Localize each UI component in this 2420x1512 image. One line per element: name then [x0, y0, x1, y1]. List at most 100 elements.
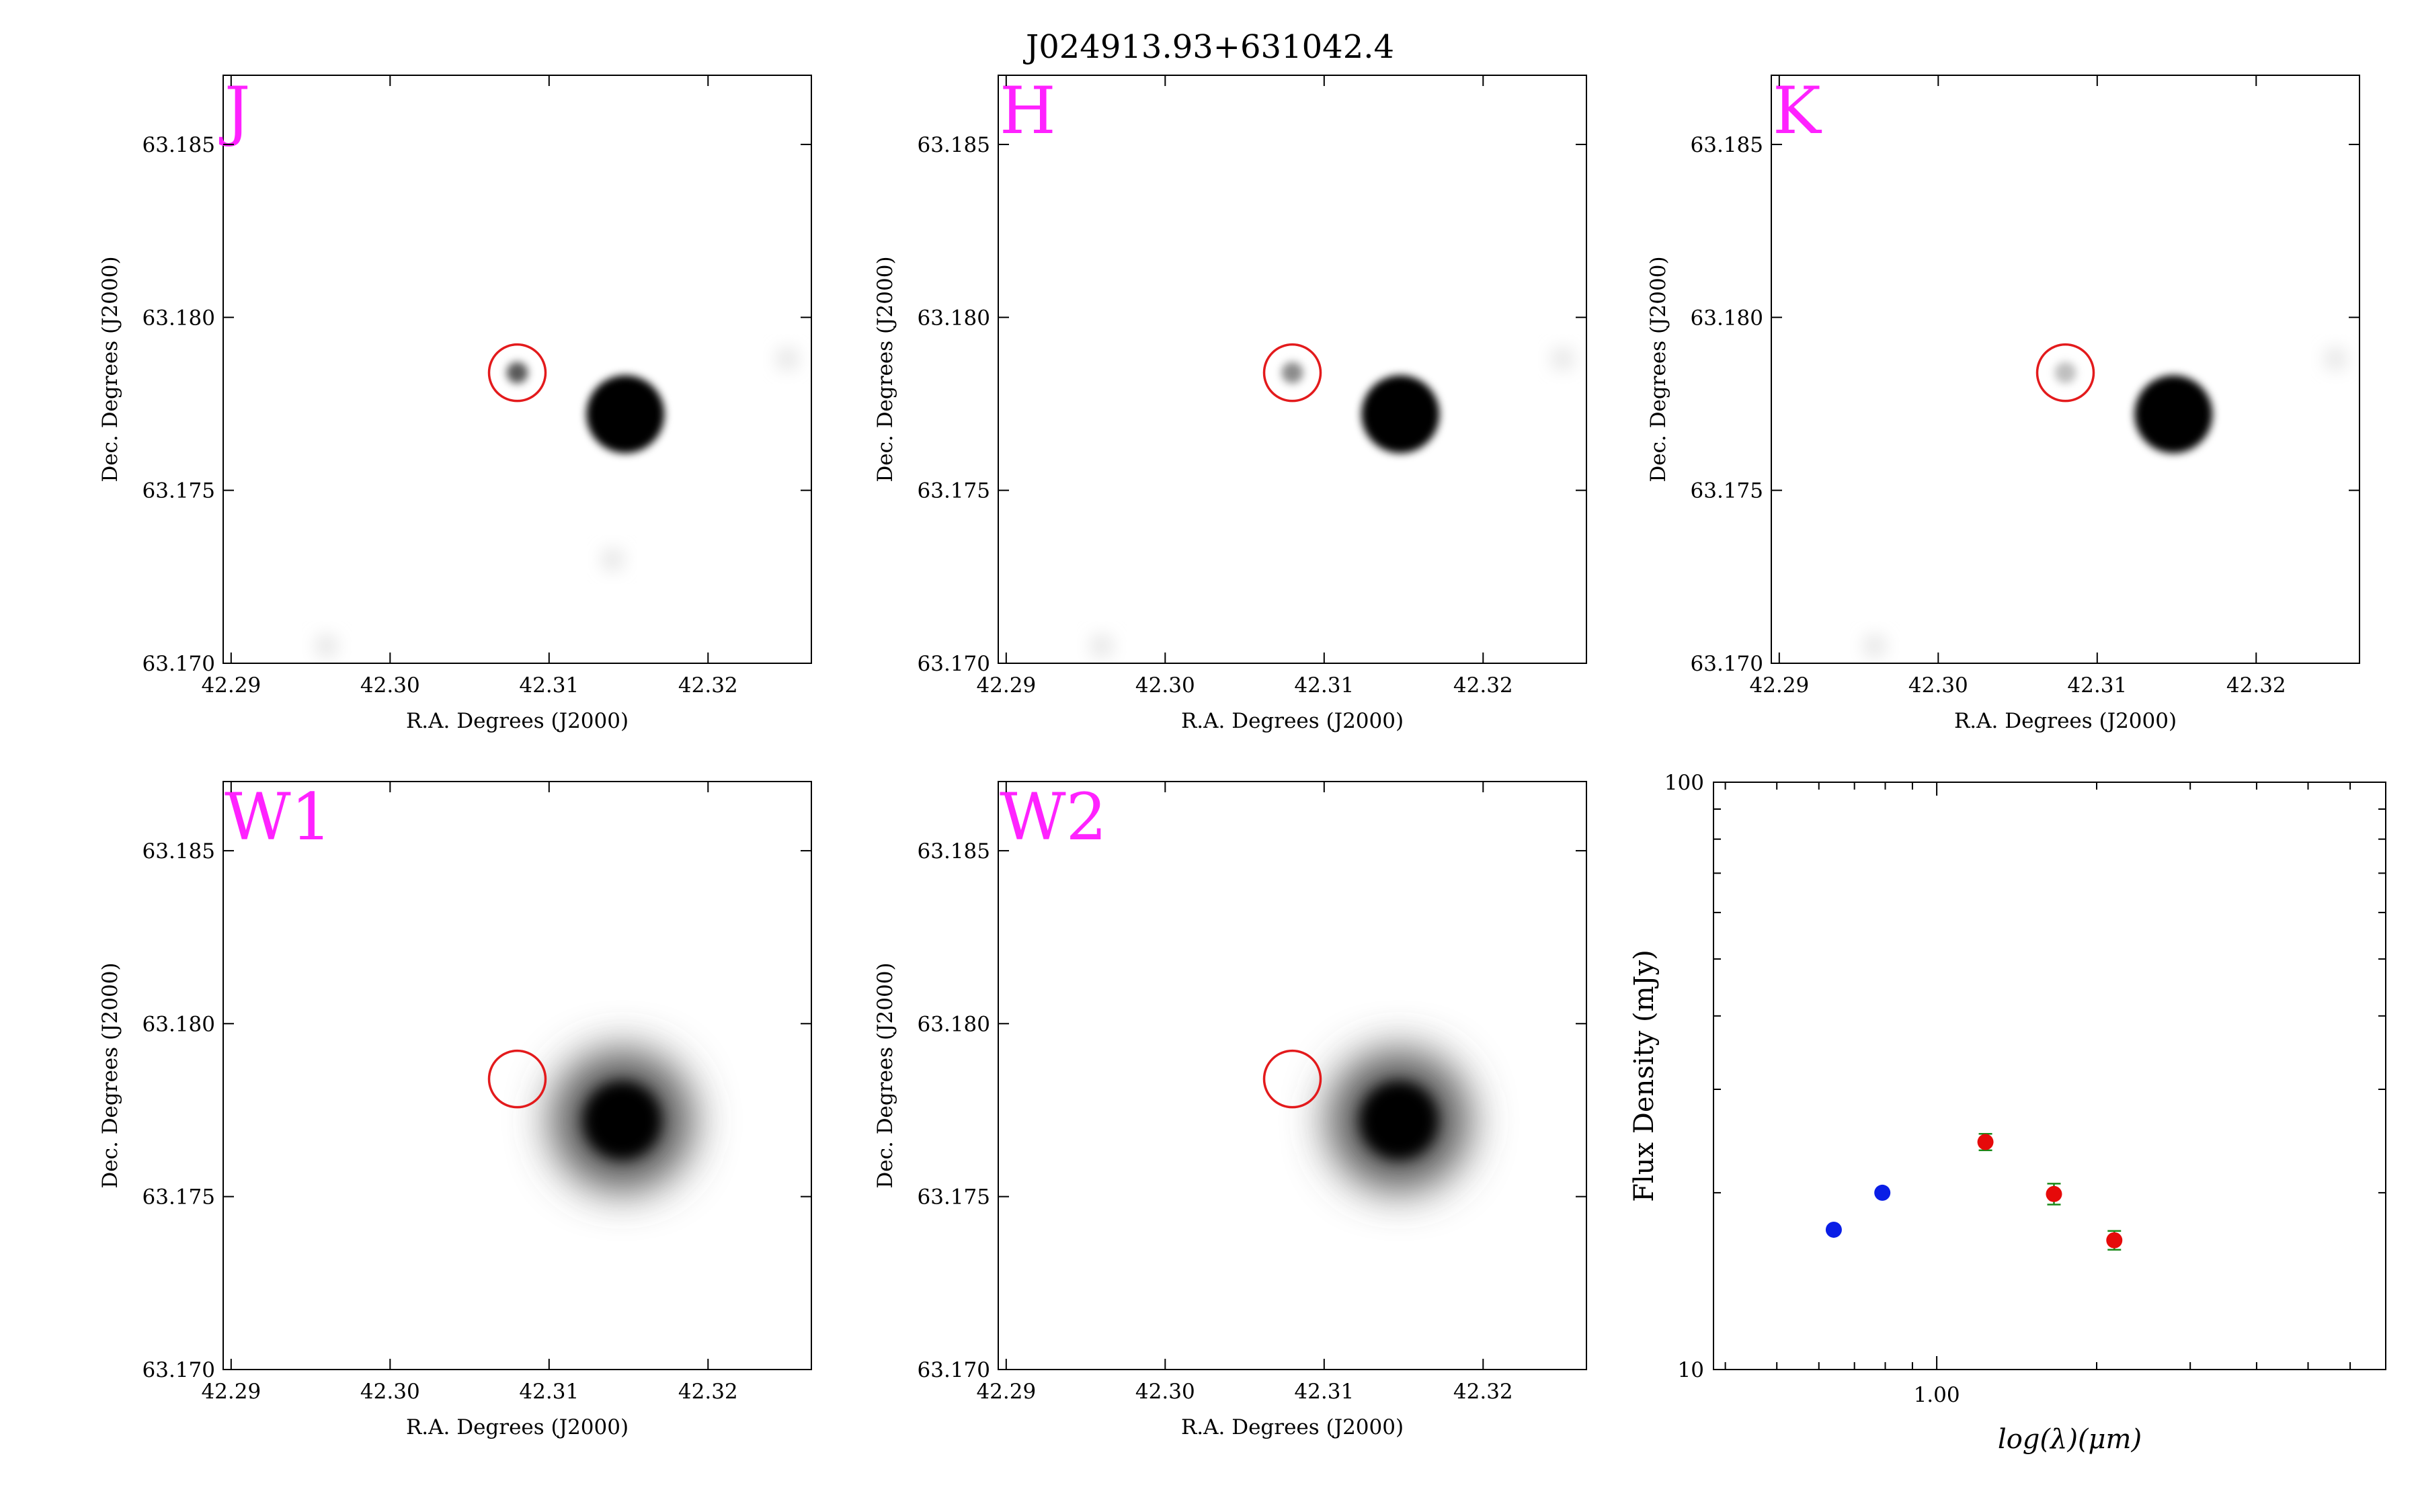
y-tick-label: 63.175: [143, 1185, 215, 1210]
y-tick-label: 63.180: [1691, 306, 1763, 330]
image-k: [1771, 75, 2360, 663]
faint-source: [778, 349, 797, 369]
y-tick-label: 63.185: [918, 133, 990, 157]
x-tick-label: 42.30: [1135, 1380, 1195, 1404]
x-tick-label: 42.31: [519, 673, 579, 698]
sed-y-tick-label: 10: [1678, 1358, 1704, 1382]
bright-star: [2134, 375, 2213, 454]
panel-h: H 42.29 42.30 42.31 42.32 63.170 63.175 63.180 6…: [873, 73, 1587, 733]
sed-point: [2106, 1232, 2123, 1249]
x-tick-label: 42.30: [1908, 673, 1968, 698]
y-tick-label: 63.170: [918, 652, 990, 676]
image-h: [998, 75, 1586, 663]
y-axis-label: Dec. Degrees (J2000): [98, 962, 122, 1188]
faint-source: [1092, 636, 1111, 656]
sed-plot: 10 100 1.00 log(λ)(μm) Flux Density (mJy): [1629, 771, 2386, 1455]
faint-source: [1553, 349, 1572, 369]
y-tick-label: 63.170: [143, 652, 215, 676]
x-tick-label: 42.29: [976, 673, 1036, 698]
x-tick-label: 42.30: [360, 673, 420, 698]
x-axis-label: R.A. Degrees (J2000): [406, 1415, 629, 1439]
panel-k: K 42.29 42.30 42.31 42.32 63.170 63.175 63.180 6…: [1646, 73, 2360, 733]
y-tick-label: 63.185: [143, 839, 215, 864]
x-axis-label: R.A. Degrees (J2000): [1181, 709, 1404, 733]
y-tick-label: 63.170: [143, 1358, 215, 1382]
x-tick-label: 42.31: [519, 1380, 579, 1404]
band-label: W2: [1000, 780, 1107, 855]
x-tick-label: 42.32: [2226, 673, 2286, 698]
y-tick-label: 63.185: [1691, 133, 1763, 157]
sed-frame: [1713, 782, 2386, 1370]
sed-point: [2046, 1185, 2062, 1202]
y-tick-label: 63.175: [918, 479, 990, 503]
y-axis-label: Dec. Degrees (J2000): [98, 256, 122, 482]
image-j: [223, 75, 811, 663]
x-tick-label: 42.31: [2067, 673, 2127, 698]
plot-frame: [998, 781, 1587, 1370]
x-tick-label: 42.32: [678, 1380, 738, 1404]
y-tick-label: 63.180: [143, 1012, 215, 1036]
image-w2: [998, 782, 1586, 1370]
x-tick-label: 42.31: [1294, 673, 1354, 698]
x-axis-label: R.A. Degrees (J2000): [406, 709, 629, 733]
x-tick-label: 42.31: [1294, 1380, 1354, 1404]
sed-y-tick-label: 100: [1664, 771, 1704, 795]
y-tick-label: 63.170: [918, 1358, 990, 1382]
y-axis-label: Dec. Degrees (J2000): [873, 256, 897, 482]
sed-point: [1874, 1184, 1891, 1201]
faint-source: [317, 636, 336, 656]
y-tick-label: 63.175: [143, 479, 215, 503]
aperture-circle: [487, 343, 547, 403]
y-tick-label: 63.185: [918, 839, 990, 864]
bright-star: [583, 1081, 661, 1160]
y-tick-label: 63.180: [143, 306, 215, 330]
x-tick-label: 42.32: [1453, 1380, 1513, 1404]
band-label: H: [1000, 73, 1056, 149]
plot-frame: [223, 75, 812, 664]
y-tick-label: 63.180: [918, 306, 990, 330]
y-tick-label: 63.170: [1691, 652, 1763, 676]
band-label: K: [1773, 73, 1822, 149]
aperture-circle: [487, 1049, 547, 1109]
x-tick-label: 42.30: [1135, 673, 1195, 698]
image-w1: [223, 782, 811, 1370]
panel-w2: W2 42.29 42.30 42.31 42.32 63.170 63.175 63.180…: [873, 780, 1587, 1439]
faint-source: [2326, 349, 2345, 369]
x-axis-label: R.A. Degrees (J2000): [1181, 1415, 1404, 1439]
sed-x-tick-label: 1.00: [1914, 1383, 1960, 1407]
bright-star: [1361, 375, 1440, 454]
y-tick-label: 63.180: [918, 1012, 990, 1036]
sed-y-axis-label: Flux Density (mJy): [1629, 950, 1660, 1202]
bright-star: [586, 375, 665, 454]
target-source: [2054, 362, 2076, 384]
y-axis-label: Dec. Degrees (J2000): [1646, 256, 1670, 482]
plot-frame: [223, 781, 812, 1370]
x-tick-label: 42.29: [201, 1380, 261, 1404]
x-tick-label: 42.30: [360, 1380, 420, 1404]
aperture-circle: [2035, 343, 2095, 403]
sed-point: [1977, 1134, 1994, 1150]
panel-w1: W1 42.29 42.30 42.31 42.32 63.170 63.175 63.180…: [98, 780, 812, 1439]
sed-x-axis-label: log(λ)(μm): [1998, 1424, 2142, 1455]
y-tick-label: 63.175: [918, 1185, 990, 1210]
figure-title: J024913.93+631042.4: [1022, 28, 1394, 66]
x-tick-label: 42.32: [1453, 673, 1513, 698]
x-tick-label: 42.29: [201, 673, 261, 698]
y-axis-label: Dec. Degrees (J2000): [873, 962, 897, 1188]
plot-frame: [1771, 75, 2360, 664]
faint-source: [603, 550, 622, 569]
panel-j: J42.29 42.30 42.31 42.3263.17063.17563.1806…: [98, 73, 812, 733]
plot-frame: [998, 75, 1587, 664]
bright-star: [1359, 1081, 1438, 1160]
x-tick-label: 42.32: [678, 673, 738, 698]
faint-source: [1865, 636, 1884, 656]
aperture-circle: [1262, 1049, 1322, 1109]
x-axis-label: R.A. Degrees (J2000): [1954, 709, 2177, 733]
aperture-circle: [1262, 343, 1322, 403]
y-tick-label: 63.175: [1691, 479, 1763, 503]
target-source: [506, 362, 528, 384]
y-tick-label: 63.185: [143, 133, 215, 157]
sed-point: [1825, 1221, 1842, 1238]
x-tick-label: 42.29: [1749, 673, 1809, 698]
